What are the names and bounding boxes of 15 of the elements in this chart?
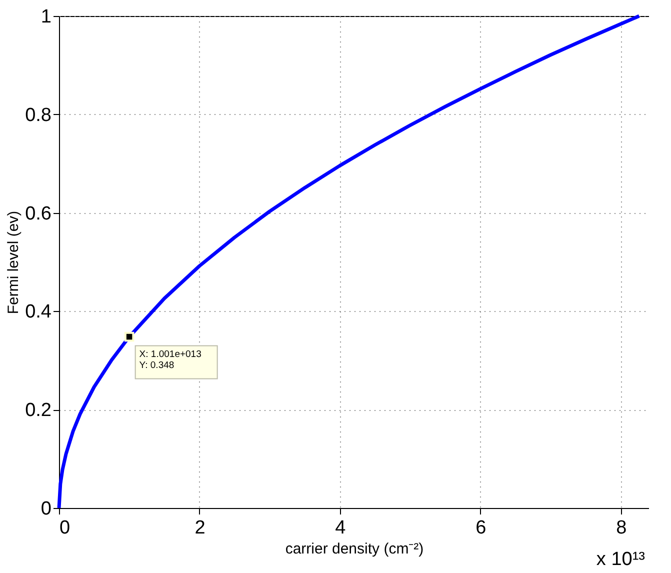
x-tick-label: 2	[194, 518, 206, 538]
x-tick-label: 6	[476, 518, 486, 538]
x-axis-title: carrier density (cm⁻²)	[285, 540, 424, 558]
y-tick-label: 0.4	[25, 302, 52, 323]
text: x 10¹³	[596, 549, 645, 570]
y-tick-label: 0	[40, 498, 52, 520]
y-tick-label: 0.2	[25, 400, 52, 422]
annotation: X: 1.001e+013 Y: 0.348	[139, 348, 202, 371]
x-tick-label: 8	[616, 518, 627, 538]
y-tick-label: 0.6	[25, 203, 52, 224]
x-tick-label: 0	[60, 518, 70, 538]
y-tick-label: 0.8	[25, 104, 52, 126]
y-axis-title: Fermi level (ev)	[5, 210, 22, 314]
x-tick-label: 4	[335, 518, 346, 538]
y-tick-label: 1	[40, 6, 52, 28]
